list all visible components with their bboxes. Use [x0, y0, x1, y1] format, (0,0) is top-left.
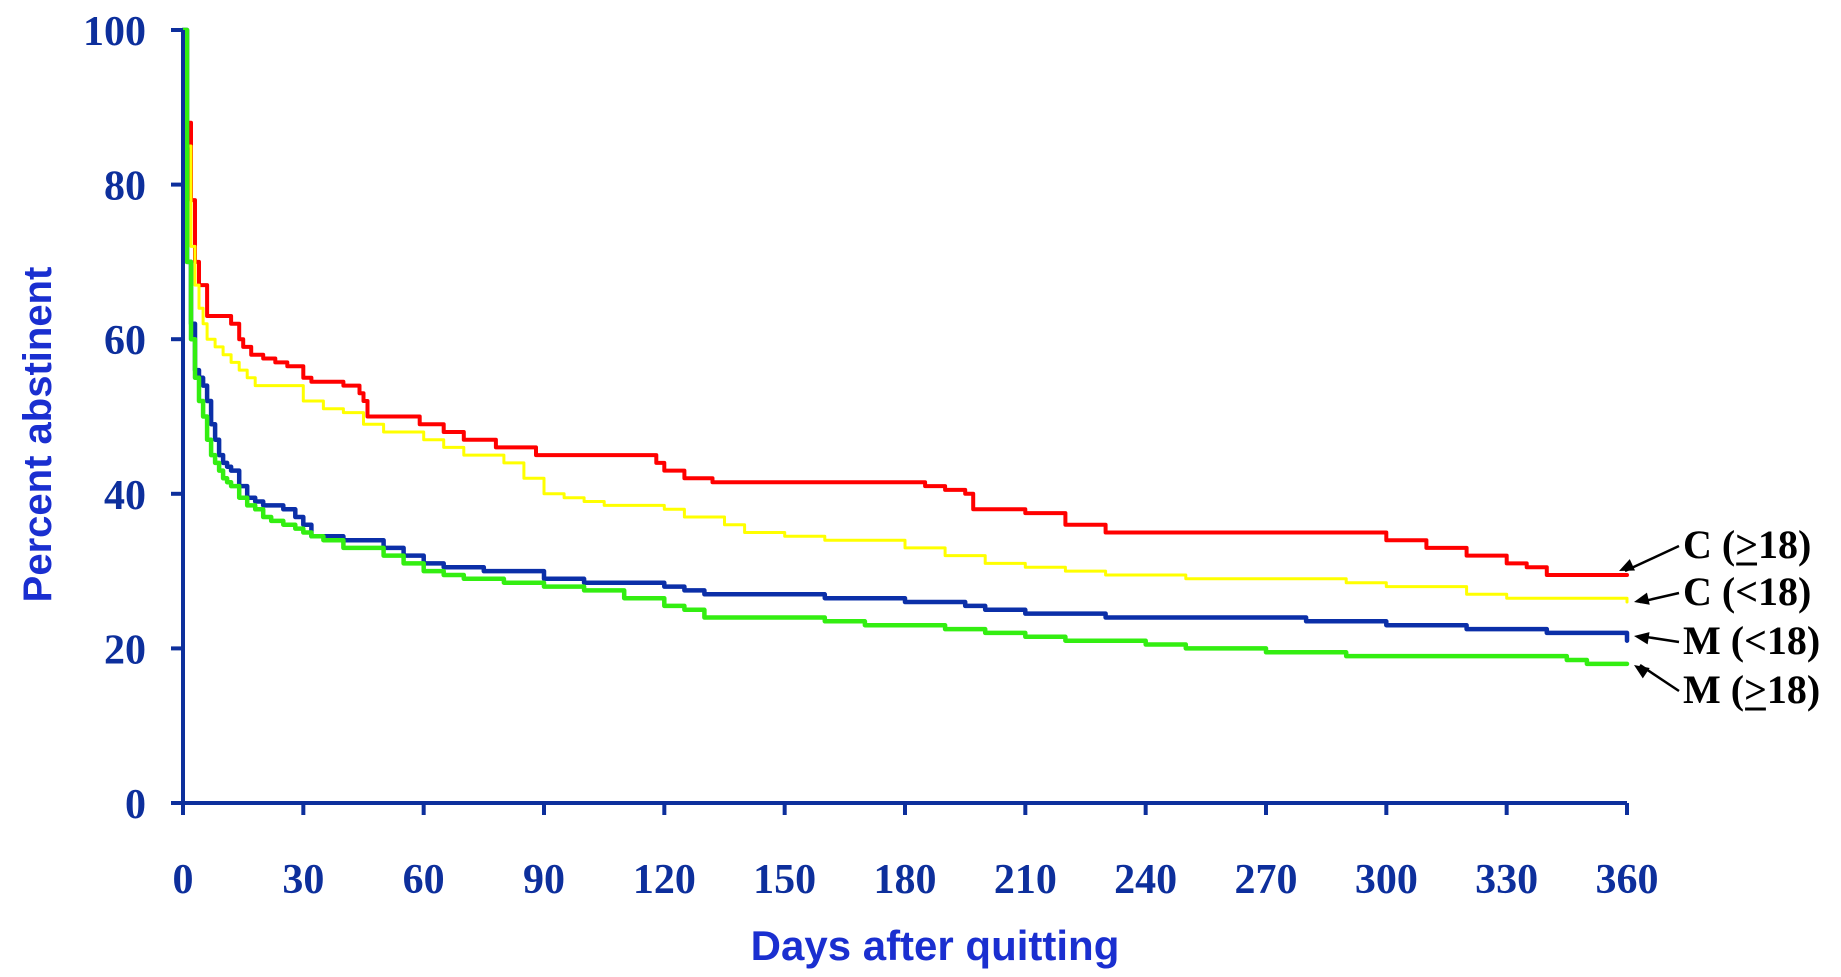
series-line-3: [180, 27, 1630, 643]
arrow-icon: [1634, 592, 1650, 605]
label-leader-line: [1624, 544, 1680, 573]
arrow-icon: [1634, 632, 1650, 645]
x-tick-label: 90: [523, 857, 565, 903]
y-tick-label: 80: [104, 164, 146, 210]
y-tick-label: 60: [104, 318, 146, 364]
x-tick-label: 270: [1235, 857, 1298, 903]
x-tick-label: 180: [874, 857, 937, 903]
series-line-1: [181, 28, 1629, 577]
series-label-text: M (<18): [1683, 618, 1820, 663]
series-label-1: C (>18): [1619, 522, 1811, 573]
series-labels: C (>18)C (<18)M (<18)M (>18): [1619, 522, 1820, 712]
y-axis-title: Percent abstinent: [16, 267, 60, 603]
x-tick-label: 30: [282, 857, 324, 903]
series-line-2: [181, 28, 1629, 604]
x-tick-label: 0: [173, 857, 194, 903]
y-tick-label: 20: [104, 627, 146, 673]
x-tick-label: 240: [1114, 857, 1177, 903]
series-label-text: C (>18): [1683, 522, 1811, 567]
series-label-4: M (>18): [1634, 663, 1820, 712]
x-tick-label: 60: [403, 857, 445, 903]
series-label-text: C (<18): [1683, 569, 1811, 614]
x-tick-label: 120: [633, 857, 696, 903]
x-tick-label: 360: [1596, 857, 1659, 903]
plot-lines: [180, 27, 1630, 667]
x-tick-label: 300: [1355, 857, 1418, 903]
series-label-3: M (<18): [1634, 618, 1820, 663]
y-tick-label: 0: [125, 782, 146, 828]
arrow-icon: [1634, 665, 1650, 679]
y-tick-label: 40: [104, 473, 146, 519]
axes: [171, 28, 1629, 815]
arrow-icon: [1619, 559, 1635, 571]
x-tick-label: 330: [1475, 857, 1538, 903]
x-axis-title: Days after quitting: [751, 922, 1120, 969]
series-label-text: M (>18): [1683, 667, 1820, 712]
y-tick-label: 100: [83, 9, 146, 55]
x-tick-label: 150: [753, 857, 816, 903]
tick-labels: 0 30 60 90 120 150 180 210 240 270 300 330 360 0 20 40 6…: [83, 9, 1659, 903]
series-label-2: C (<18): [1634, 569, 1811, 614]
series-line-4: [180, 27, 1630, 667]
x-tick-label: 210: [994, 857, 1057, 903]
